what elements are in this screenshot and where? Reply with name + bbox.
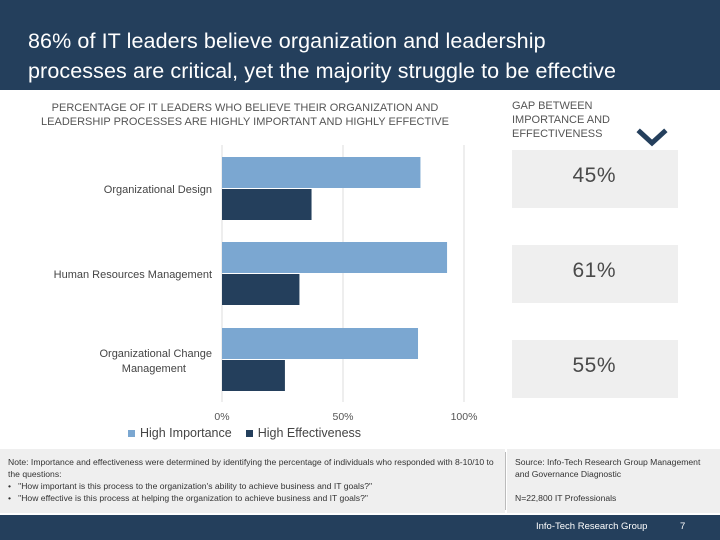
- note-bullet-1: • "How important is this process to the …: [8, 481, 373, 491]
- note-box: Note: Importance and effectiveness were …: [0, 449, 505, 513]
- legend-item-effectiveness: High Effectiveness: [245, 426, 362, 440]
- legend-label-effectiveness: High Effectiveness: [257, 426, 362, 440]
- gap-box-organizational-design: 45%: [512, 150, 678, 208]
- note-text: Note: Importance and effectiveness were …: [8, 457, 494, 479]
- source-box: Source: Info-Tech Research Group Managem…: [507, 449, 720, 513]
- page-number: 7: [680, 521, 686, 532]
- gap-value: 45%: [572, 164, 616, 187]
- bar-chart: 0% 50% 100% Organizational Design Human Reso…: [54, 145, 478, 423]
- x-tick-label: 0%: [214, 411, 229, 423]
- bar-effectiveness: [222, 274, 300, 305]
- gap-box-organizational-change: 55%: [512, 340, 678, 398]
- bar-importance: [222, 157, 421, 188]
- gap-value: 61%: [572, 259, 616, 282]
- legend-label-importance: High Importance: [140, 426, 232, 440]
- x-tick-label: 50%: [332, 411, 353, 423]
- footer-bar: Info-Tech Research Group 7: [0, 515, 720, 540]
- slide-title-line-2: processes are critical, yet the majority…: [28, 59, 617, 83]
- gap-value: 55%: [572, 354, 616, 377]
- gap-box-human-resources: 61%: [512, 245, 678, 303]
- bar-effectiveness: [222, 189, 312, 220]
- footer-org: Info-Tech Research Group: [536, 521, 648, 532]
- category-label: Organizational Design: [104, 184, 212, 196]
- slide-title-line-1: 86% of IT leaders believe organization a…: [28, 29, 546, 53]
- sample-size: N=22,800 IT Professionals: [515, 493, 617, 503]
- bar-effectiveness: [222, 360, 285, 391]
- legend-item-importance: High Importance: [128, 426, 232, 440]
- gap-title: GAP BETWEEN IMPORTANCE AND EFFECTIVENESS: [512, 100, 610, 140]
- legend-swatch-effectiveness: [245, 429, 253, 437]
- note-bullet-1-text: "How important is this process to the or…: [18, 481, 373, 491]
- legend-swatch-importance: [128, 429, 135, 437]
- note-bullet-2-text: "How effective is this process at helpin…: [18, 493, 368, 503]
- check-icon: [636, 128, 668, 147]
- x-tick-label: 100%: [451, 411, 478, 423]
- footer-divider: [505, 452, 506, 510]
- title-bar: 86% of IT leaders believe organization a…: [0, 0, 720, 90]
- note-bullet-2: • "How effective is this process at help…: [8, 493, 368, 503]
- bar-importance: [222, 242, 448, 273]
- bar-importance: [222, 328, 419, 359]
- category-label: Human Resources Management: [54, 269, 212, 281]
- chart-legend: High Importance High Effectiveness: [128, 426, 361, 440]
- chart-title: PERCENTAGE OF IT LEADERS WHO BELIEVE THE…: [41, 102, 449, 128]
- source-text: Source: Info-Tech Research Group Managem…: [515, 457, 701, 479]
- category-label: Organizational Change Management: [99, 348, 212, 375]
